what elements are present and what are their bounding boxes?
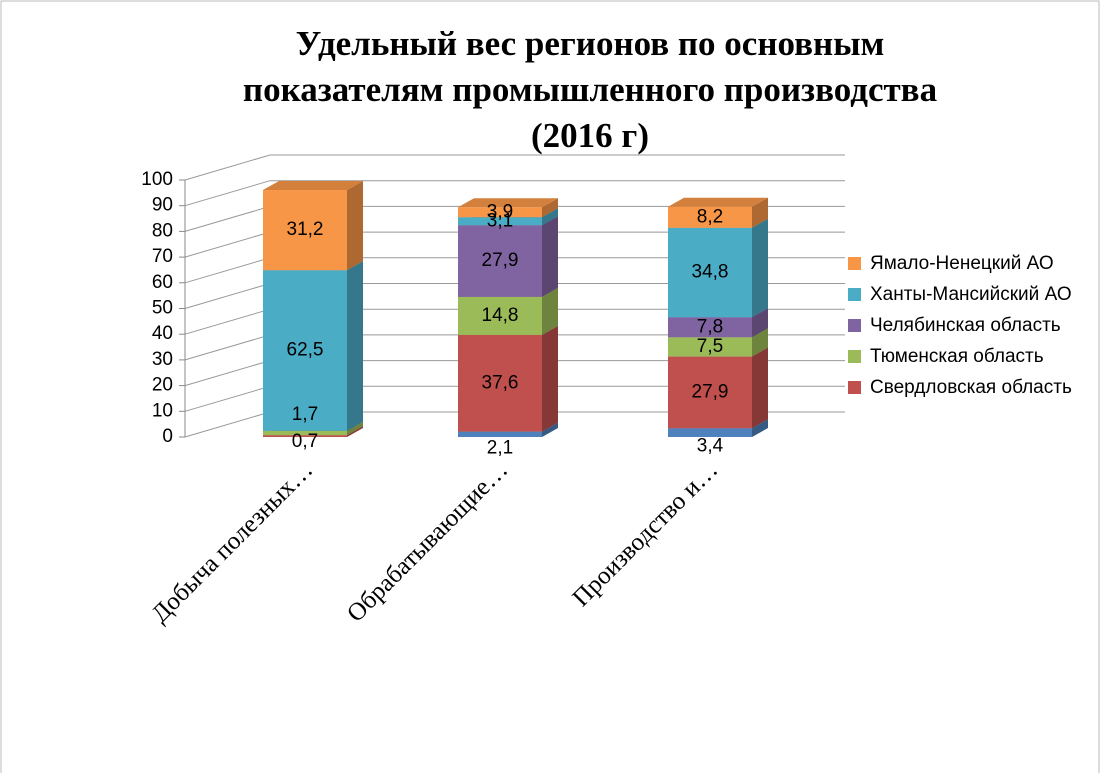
bar-front [668, 317, 752, 338]
y-tick-label: 30 [152, 349, 173, 370]
legend-label: Тюменская область [870, 346, 1044, 367]
legend-label: Свердловская область [870, 377, 1072, 398]
bar-top [668, 197, 768, 207]
bar-side [347, 181, 363, 271]
legend-swatch [848, 288, 861, 301]
bar-front [263, 270, 347, 431]
y-tick-label: 70 [152, 246, 173, 267]
bar-front [668, 206, 752, 228]
data-label: 2,1 [487, 437, 513, 458]
data-label: 3,9 [487, 201, 513, 222]
legend-item: Тюменская область [848, 343, 1098, 371]
legend-swatch [848, 257, 861, 270]
bar-segment [263, 261, 363, 431]
y-tick-label: 90 [152, 195, 173, 216]
data-label: 62,5 [287, 340, 324, 361]
legend-label: Ямало-Ненецкий АО [870, 253, 1054, 274]
data-label: 14,8 [482, 305, 519, 326]
bar-side [542, 208, 558, 226]
chart-title: (2016 г) [531, 116, 649, 155]
bar-front [458, 225, 542, 297]
legend: Ямало-Ненецкий АО Ханты-Мансийский АО Челя… [848, 250, 1098, 405]
bar-top [263, 181, 363, 191]
bar-front [458, 217, 542, 226]
y-tick-label: 100 [141, 169, 173, 190]
y-tick-label: 40 [152, 323, 173, 344]
bar-side [542, 325, 558, 432]
bar-front [668, 337, 752, 357]
chart-title: показателям промышленного производства [243, 70, 937, 109]
bar-side [347, 261, 363, 431]
bar-front [263, 190, 347, 271]
bar-front [668, 227, 752, 318]
bar-side [347, 421, 363, 436]
legend-swatch [848, 381, 861, 394]
bar-front [458, 431, 542, 437]
bar-side [542, 216, 558, 297]
data-label: 8,2 [697, 206, 723, 227]
data-label: 3,4 [697, 436, 724, 457]
bar-segment [263, 181, 363, 271]
legend-item: Челябинская область [848, 312, 1098, 340]
bar-segment [458, 325, 558, 432]
legend-swatch [848, 319, 861, 332]
bar-side [347, 426, 363, 437]
y-tick-label: 0 [162, 426, 173, 447]
bar-side [752, 328, 768, 357]
bar-side [752, 347, 768, 429]
legend-item: Ханты-Мансийский АО [848, 281, 1098, 309]
data-label: 34,8 [692, 262, 729, 283]
bar-side [752, 308, 768, 338]
bar-front [668, 428, 752, 437]
y-tick-label: 20 [152, 375, 173, 396]
data-label: 0,7 [292, 431, 318, 452]
legend-item: Свердловская область [848, 374, 1098, 402]
grid-line [184, 180, 845, 207]
data-label: 27,9 [482, 250, 519, 271]
y-tick-label: 10 [152, 400, 173, 421]
data-label: 37,6 [482, 372, 519, 393]
legend-label: Челябинская область [870, 315, 1061, 336]
y-tick-label: 60 [152, 272, 173, 293]
bar-side [542, 422, 558, 437]
bar-front [263, 430, 347, 436]
data-label: 1,7 [292, 404, 318, 425]
bar-side [752, 218, 768, 318]
y-tick-label: 50 [152, 298, 173, 319]
data-label: 31,2 [287, 219, 324, 240]
bar-side [752, 419, 768, 437]
bar-top [458, 198, 558, 208]
chart-title: Удельный вес регионов по основным [296, 24, 885, 63]
bar-segment [458, 198, 558, 218]
bar-front [458, 296, 542, 335]
bar-side [752, 197, 768, 228]
legend-swatch [848, 350, 861, 363]
data-label: 27,9 [692, 381, 729, 402]
grid-line [184, 154, 845, 181]
data-label: 3,1 [487, 210, 513, 231]
bar-segment [668, 197, 768, 228]
bar-front [458, 334, 542, 432]
data-label: 7,5 [697, 336, 723, 357]
bar-side [542, 287, 558, 335]
legend-item: Ямало-Ненецкий АО [848, 250, 1098, 278]
bar-front [458, 207, 542, 218]
legend-label: Ханты-Мансийский АО [870, 284, 1072, 305]
data-label: 7,8 [697, 316, 723, 337]
bar-front [668, 356, 752, 429]
bar-side [542, 198, 558, 218]
bar-front [263, 435, 347, 437]
y-tick-label: 80 [152, 220, 173, 241]
